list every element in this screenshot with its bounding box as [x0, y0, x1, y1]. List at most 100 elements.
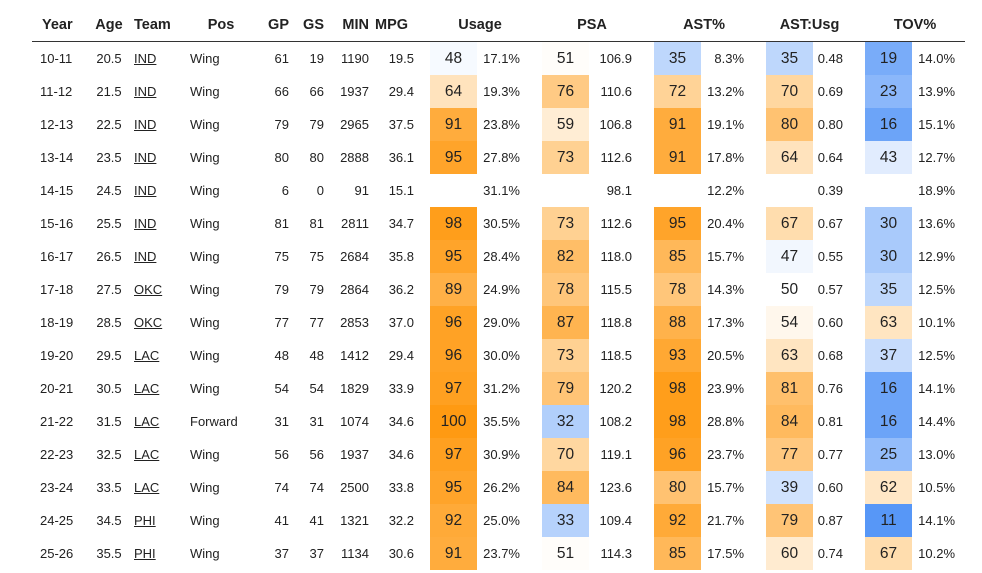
cell-pos: Wing — [190, 282, 220, 297]
team-link[interactable]: OKC — [134, 315, 163, 330]
team-link[interactable]: OKC — [134, 282, 163, 297]
cell-ast-usg-value: 0.76 — [817, 381, 844, 396]
cell-gap — [642, 240, 654, 273]
cell-psa-percentile — [542, 174, 589, 207]
cell-gap — [418, 207, 430, 240]
cell-psa-percentile: 51 — [542, 41, 589, 75]
header-tov-pct[interactable]: TOV% — [865, 8, 966, 42]
cell-gp: 81 — [274, 216, 289, 231]
header-gs[interactable]: GS — [289, 8, 324, 42]
header-pos[interactable]: Pos — [184, 8, 252, 42]
cell-team: IND — [130, 141, 184, 174]
cell-psa-percentile: 73 — [542, 339, 589, 372]
cell-ast-usg-value: 0.39 — [817, 183, 844, 198]
cell-tov-pct-value: 18.9% — [918, 183, 956, 198]
header-age[interactable]: Age — [88, 8, 130, 42]
team-link[interactable]: IND — [134, 216, 157, 231]
table-row: 16-17 26.5 IND Wing 75 75 2684 35.8 95 28.4% 82 118… — [32, 240, 965, 273]
team-link[interactable]: IND — [134, 150, 157, 165]
cell-gs: 54 — [309, 381, 324, 396]
header-year[interactable]: Year — [32, 8, 88, 42]
cell-tov-pct-value: 14.1% — [918, 381, 956, 396]
team-link[interactable]: PHI — [134, 546, 156, 561]
cell-ast-pct-percentile: 88 — [654, 306, 702, 339]
cell-ast-pct-percentile: 92 — [654, 504, 702, 537]
cell-usage-percentile: 98 — [430, 207, 477, 240]
cell-gs: 48 — [309, 348, 324, 363]
cell-gp: 48 — [274, 348, 289, 363]
cell-year: 17-18 — [40, 282, 74, 297]
team-link[interactable]: LAC — [134, 348, 160, 363]
header-ast-usg[interactable]: AST:Usg — [766, 8, 854, 42]
cell-usage-value: 24.9% — [483, 282, 520, 297]
team-link[interactable]: IND — [134, 84, 157, 99]
cell-team: PHI — [130, 504, 184, 537]
team-link[interactable]: LAC — [134, 414, 160, 429]
cell-mpg: 29.4 — [388, 348, 414, 363]
cell-tov-pct-percentile: 23 — [865, 75, 913, 108]
cell-gap — [530, 405, 542, 438]
cell-ast-usg-percentile: 79 — [766, 504, 814, 537]
cell-tov-pct-percentile: 43 — [865, 141, 913, 174]
cell-tov-pct-percentile: 16 — [865, 108, 913, 141]
cell-gap — [418, 273, 430, 306]
cell-ast-pct-percentile: 80 — [654, 471, 702, 504]
cell-age: 30.5 — [96, 381, 122, 396]
team-link[interactable]: IND — [134, 249, 157, 264]
team-link[interactable]: IND — [134, 117, 157, 132]
cell-tov-pct-percentile: 25 — [865, 438, 913, 471]
cell-gs: 31 — [309, 414, 324, 429]
cell-team: LAC — [130, 438, 184, 471]
cell-ast-usg-percentile: 60 — [766, 537, 814, 570]
cell-team: IND — [130, 207, 184, 240]
team-link[interactable]: LAC — [134, 480, 160, 495]
header-min[interactable]: MIN — [324, 8, 369, 42]
cell-gap — [418, 372, 430, 405]
cell-usage-value: 23.8% — [483, 117, 520, 132]
header-gp[interactable]: GP — [252, 8, 289, 42]
header-usage[interactable]: Usage — [430, 8, 530, 42]
cell-pos: Wing — [190, 348, 220, 363]
header-mpg[interactable]: MPG — [369, 8, 418, 42]
cell-gap — [754, 306, 766, 339]
team-link[interactable]: IND — [134, 183, 157, 198]
team-link[interactable]: LAC — [134, 381, 160, 396]
cell-gs: 77 — [309, 315, 324, 330]
table-row: 13-14 23.5 IND Wing 80 80 2888 36.1 95 27.8% 73 112… — [32, 141, 965, 174]
cell-gap — [754, 372, 766, 405]
cell-psa-value: 114.3 — [600, 546, 633, 561]
cell-gap — [642, 141, 654, 174]
cell-ast-usg-percentile: 50 — [766, 273, 814, 306]
cell-tov-pct-percentile: 19 — [865, 41, 913, 75]
team-link[interactable]: IND — [134, 51, 157, 66]
cell-ast-pct-value: 17.5% — [707, 546, 745, 561]
cell-ast-usg-percentile: 63 — [766, 339, 814, 372]
cell-ast-pct-percentile: 96 — [654, 438, 702, 471]
table-row: 25-26 35.5 PHI Wing 37 37 1134 30.6 91 23.7% 51 114… — [32, 537, 965, 570]
cell-year: 16-17 — [40, 249, 74, 264]
cell-ast-usg-value: 0.68 — [817, 348, 844, 363]
header-ast-pct[interactable]: AST% — [654, 8, 755, 42]
team-link[interactable]: PHI — [134, 513, 156, 528]
cell-min: 1134 — [341, 546, 369, 561]
cell-psa-percentile: 79 — [542, 372, 589, 405]
cell-gap — [853, 141, 865, 174]
cell-min: 2853 — [340, 315, 369, 330]
cell-ast-usg-percentile: 64 — [766, 141, 814, 174]
cell-psa-value: 120.2 — [599, 381, 633, 396]
header-psa[interactable]: PSA — [542, 8, 643, 42]
cell-usage-value: 31.1% — [483, 183, 520, 198]
cell-min: 1937 — [340, 447, 369, 462]
header-team[interactable]: Team — [130, 8, 184, 42]
cell-year: 19-20 — [40, 348, 74, 363]
cell-tov-pct-percentile: 30 — [865, 240, 913, 273]
cell-gap — [530, 438, 542, 471]
team-link[interactable]: LAC — [134, 447, 160, 462]
cell-pos: Wing — [190, 447, 220, 462]
cell-psa-value: 123.6 — [599, 480, 633, 495]
cell-ast-pct-value: 28.8% — [707, 414, 745, 429]
cell-gap — [754, 207, 766, 240]
cell-gap — [754, 537, 766, 570]
cell-team: IND — [130, 240, 184, 273]
cell-year: 13-14 — [40, 150, 74, 165]
